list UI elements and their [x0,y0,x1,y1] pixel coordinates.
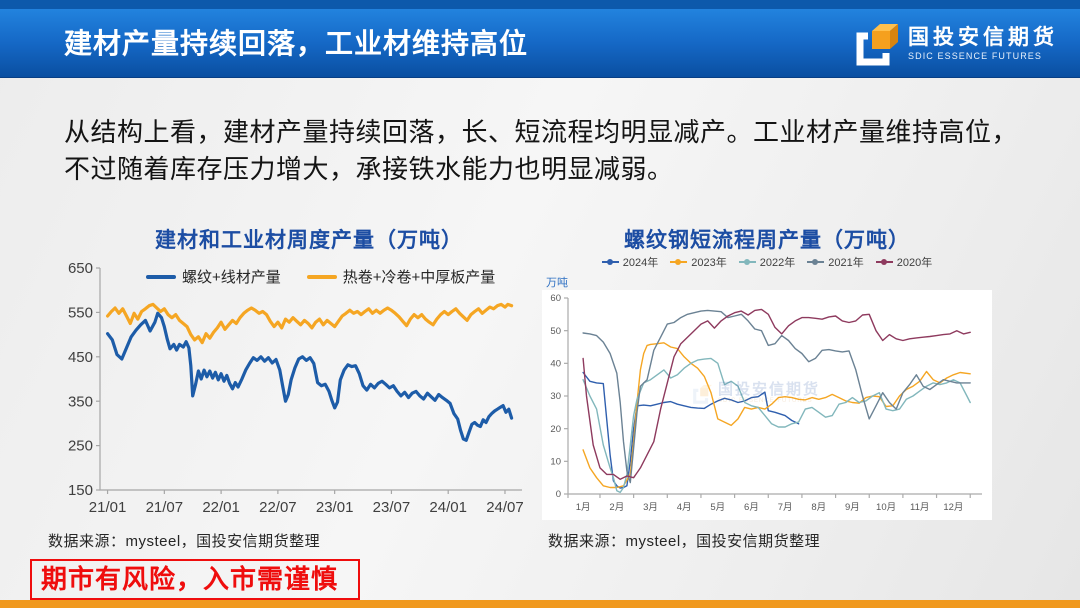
x-axis-tick-label: 3月 [643,502,658,513]
legend-label: 2022年 [759,257,796,269]
right-chart-legend: 2024年 2023年 2022年 2021年 2020年 [542,254,992,270]
series-line-2023年 [582,342,971,489]
risk-warning-text: 期市有风险，入市需谨慎 [41,564,339,594]
risk-warning-box: 期市有风险，入市需谨慎 [30,559,360,600]
x-axis-tick-label: 9月 [845,502,860,513]
legend-marker-icon [670,259,688,265]
x-axis-tick-label: 2月 [609,502,624,513]
right-chart: 螺纹钢短流程周产量（万吨） 2024年 2023年 2022年 2021年 2020年 … [542,224,992,530]
x-axis-tick-label: 23/07 [373,499,411,516]
footer-accent-bar [0,600,1080,608]
body-paragraph: 从结构上看，建材产量持续回落，长、短流程均明显减产。工业材产量维持高位， 不过随… [64,114,1039,188]
legend-marker-icon [875,259,893,265]
right-chart-unit-label: 万吨 [546,277,568,289]
body-paragraph-line2: 不过随着库存压力增大，承接铁水能力也明显减弱。 [64,154,674,184]
legend-marker-icon [738,259,756,265]
legend-item: 螺纹+线材产量 [146,266,281,287]
header-top-stripe [0,0,1080,9]
series-line-2024年 [582,371,800,489]
x-axis-tick-label: 21/07 [146,499,184,516]
series-line-2022年 [582,357,971,494]
x-axis-tick-label: 10月 [876,502,896,513]
x-axis-tick-label: 22/01 [202,499,240,516]
legend-item: 2021年 [807,254,864,270]
legend-dot-icon [880,259,887,265]
legend-item: 2024年 [601,254,659,270]
header-bar: 建材产量持续回落，工业材维持高位 国投安信期货 SDIC ESSENCE FUT… [0,0,1080,78]
legend-item: 2022年 [738,254,796,270]
legend-marker-icon [601,259,619,265]
x-axis-tick-label: 21/01 [89,499,127,516]
x-axis-tick-label: 23/01 [316,499,354,516]
x-axis-tick-label: 7月 [778,502,793,513]
y-axis-tick-label: 550 [68,305,93,322]
x-axis-tick-label: 8月 [811,502,826,513]
left-chart-source: 数据来源：mysteel，国投安信期货整理 [48,533,321,550]
legend-label: 2024年 [622,257,659,269]
left-chart-title: 建材和工业材周度产量（万吨） [155,229,463,252]
slide-title: 建材产量持续回落，工业材维持高位 [64,28,529,59]
x-axis-tick-label: 12月 [943,502,963,513]
legend-dot-icon [675,259,682,265]
axis-line [99,268,522,491]
legend-item: 热卷+冷卷+中厚板产量 [306,266,496,287]
legend-label: 2021年 [828,257,864,269]
x-axis-tick-label: 24/01 [429,499,467,516]
y-axis-tick-label: 20 [550,424,561,435]
x-axis-tick-label: 1月 [576,502,591,513]
right-chart-canvas: 0 10 20 30 40 50 60 1月 2月 3月 4月 5月 6月 7月 8月 9月 10月 11月 12月 [542,290,992,520]
legend-item: 2023年 [670,254,727,270]
x-axis-tick-label: 24/07 [486,499,524,516]
y-axis-tick-label: 10 [550,457,561,468]
x-axis-tick-label: 11月 [910,502,929,513]
company-logo: 国投安信期货 SDIC ESSENCE FUTURES [854,22,1058,66]
brand-name-cn: 国投安信期货 [908,26,1058,49]
legend-line-icon [306,274,337,279]
right-chart-source: 数据来源：mysteel，国投安信期货整理 [548,533,821,550]
series-line-2020年 [582,308,971,481]
x-axis-tick-label: 5月 [710,502,725,513]
left-chart-canvas: 150 250 350 450 550 650 21/01 21/07 22/01 22/07 23… [68,260,524,516]
brand-name-en: SDIC ESSENCE FUTURES [908,51,1043,61]
legend-label: 2023年 [691,257,727,269]
y-axis-tick-label: 350 [68,393,93,410]
x-axis-tick-label: 6月 [744,502,759,513]
legend-label: 2020年 [896,257,933,269]
series-line-热卷+冷卷+中厚板产量 [105,302,514,345]
y-axis-tick-label: 60 [550,293,561,304]
legend-marker-icon [807,259,825,265]
series-line-2021年 [582,309,971,484]
x-axis-tick-label: 22/07 [259,499,297,516]
x-axis-tick-label: 4月 [677,502,692,513]
y-axis-tick-label: 150 [68,482,93,499]
legend-dot-icon [743,259,750,265]
y-axis-tick-label: 40 [550,359,561,370]
legend-dot-icon [812,259,819,265]
company-logo-icon [856,24,898,66]
y-axis-tick-label: 0 [556,489,561,500]
y-axis-tick-label: 450 [68,349,93,366]
legend-label: 螺纹+线材产量 [182,269,281,286]
y-axis-tick-label: 250 [68,438,93,455]
legend-line-icon [146,274,176,279]
left-chart-legend: 螺纹+线材产量 热卷+冷卷+中厚板产量 [146,266,495,287]
y-axis-tick-label: 650 [68,260,93,277]
body-paragraph-line1: 从结构上看，建材产量持续回落，长、短流程均明显减产。工业材产量维持高位， [64,117,1019,147]
right-chart-title: 螺纹钢短流程周产量（万吨） [624,229,910,252]
y-axis-tick-label: 30 [550,391,561,402]
legend-label: 热卷+冷卷+中厚板产量 [342,269,496,286]
legend-dot-icon [606,259,613,265]
header-blue-bar [0,9,1080,78]
series-line-螺纹+线材产量 [105,311,514,442]
left-chart: 建材和工业材周度产量（万吨） 150 250 350 450 550 650 21/01 21… [54,224,534,530]
y-axis-tick-label: 50 [550,326,561,337]
legend-item: 2020年 [875,254,933,270]
